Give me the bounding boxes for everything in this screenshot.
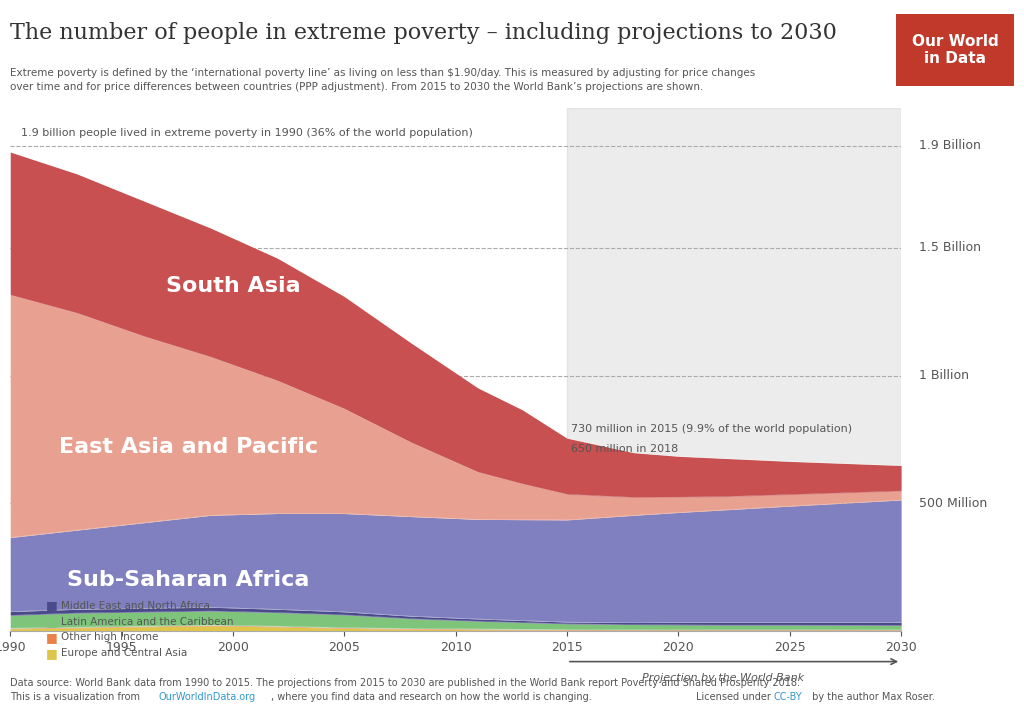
Text: 500 Million: 500 Million — [919, 497, 987, 510]
Text: 650 million in 2018: 650 million in 2018 — [571, 445, 679, 455]
Text: Licensed under: Licensed under — [696, 692, 774, 702]
Text: over time and for price differences between countries (PPP adjustment). From 201: over time and for price differences betw… — [10, 82, 703, 92]
Text: CC-BY: CC-BY — [773, 692, 802, 702]
Text: Other high Income: Other high Income — [61, 632, 159, 642]
Text: Latin America and the Caribbean: Latin America and the Caribbean — [61, 617, 233, 627]
Text: 1 Billion: 1 Billion — [919, 369, 969, 382]
Text: 1.5 Billion: 1.5 Billion — [919, 242, 981, 255]
Text: 730 million in 2015 (9.9% of the world population): 730 million in 2015 (9.9% of the world p… — [571, 424, 853, 434]
Text: by the author Max Roser.: by the author Max Roser. — [809, 692, 935, 702]
Text: ■: ■ — [46, 599, 57, 612]
Text: ■: ■ — [46, 615, 57, 628]
Bar — [567, 108, 901, 631]
Text: Sub-Saharan Africa: Sub-Saharan Africa — [68, 570, 309, 590]
Text: Middle East and North Africa: Middle East and North Africa — [61, 601, 210, 611]
Text: South Asia: South Asia — [166, 276, 300, 296]
Text: 1.9 billion people lived in extreme poverty in 1990 (36% of the world population: 1.9 billion people lived in extreme pove… — [22, 128, 473, 138]
Text: The number of people in extreme poverty – including projections to 2030: The number of people in extreme poverty … — [10, 22, 837, 44]
Text: This is a visualization from: This is a visualization from — [10, 692, 143, 702]
Text: Our World
in Data: Our World in Data — [911, 34, 998, 67]
Text: Extreme poverty is defined by the ‘international poverty line’ as living on less: Extreme poverty is defined by the ‘inter… — [10, 68, 756, 78]
Text: East Asia and Pacific: East Asia and Pacific — [58, 437, 318, 457]
Text: Europe and Central Asia: Europe and Central Asia — [61, 648, 187, 658]
Text: Data source: World Bank data from 1990 to 2015. The projections from 2015 to 203: Data source: World Bank data from 1990 t… — [10, 678, 800, 688]
Text: ■: ■ — [46, 647, 57, 660]
Text: 1.9 Billion: 1.9 Billion — [919, 139, 981, 152]
Text: , where you find data and research on how the world is changing.: , where you find data and research on ho… — [271, 692, 592, 702]
Text: ■: ■ — [46, 631, 57, 644]
Text: Projection by the World Bank: Projection by the World Bank — [642, 673, 804, 683]
Text: OurWorldInData.org: OurWorldInData.org — [159, 692, 256, 702]
